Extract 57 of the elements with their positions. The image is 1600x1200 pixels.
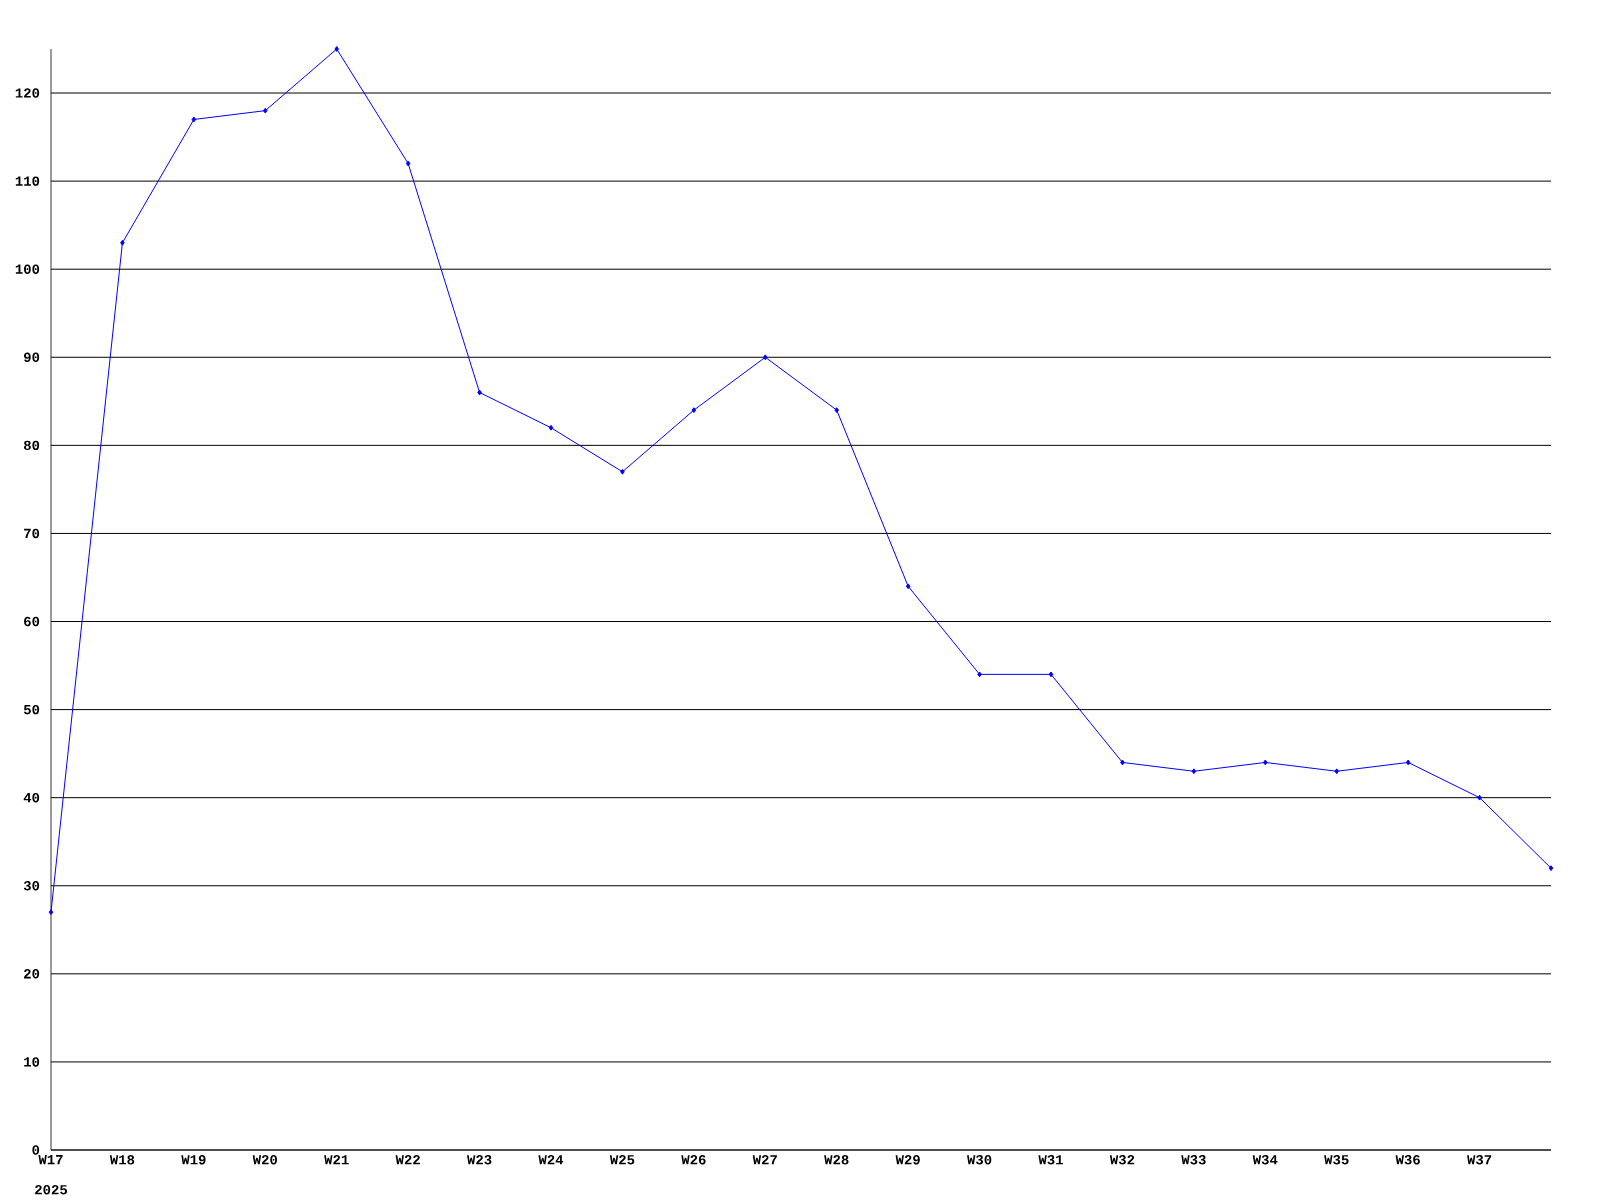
x-tick-label: W21	[324, 1155, 349, 1165]
x-tick-label: W30	[967, 1155, 992, 1165]
point	[1334, 768, 1340, 775]
y-tick-label: 70	[24, 528, 40, 539]
point	[48, 909, 54, 916]
y-tick-label: 50	[23, 704, 40, 715]
y-tick-label: 100	[15, 264, 40, 274]
point	[1048, 671, 1054, 678]
x-tick-label: W27	[752, 1155, 777, 1165]
x-tick-label: W36	[1395, 1155, 1420, 1165]
point	[1548, 865, 1554, 872]
point	[691, 407, 697, 414]
x-tick-label: W37	[1467, 1155, 1492, 1165]
text: 2025	[35, 1185, 68, 1195]
y-tick-label: 20	[24, 969, 40, 979]
x-tick-label: W23	[467, 1155, 492, 1165]
x-tick-label: W22	[395, 1155, 420, 1165]
y-tick-label: 40	[23, 792, 40, 803]
point	[1120, 759, 1125, 766]
point	[477, 389, 482, 396]
y-tick-label: 90	[24, 352, 40, 362]
x-tick-label: W17	[38, 1155, 63, 1165]
x-tick-label: W19	[181, 1155, 206, 1165]
point	[1191, 768, 1197, 775]
y-tick-label: 0	[32, 1145, 40, 1155]
point	[191, 116, 197, 123]
y-tick-label: 120	[15, 88, 40, 98]
y-tick-label: 80	[23, 440, 40, 451]
x-tick-label: W26	[681, 1155, 706, 1165]
x-tick-label: W35	[1324, 1155, 1349, 1165]
y-tick-label: 60	[24, 616, 40, 627]
y-tick-label: 30	[23, 881, 40, 891]
point	[405, 160, 411, 167]
point	[120, 239, 125, 246]
x-tick-label: W25	[609, 1155, 635, 1165]
point	[548, 424, 554, 431]
point	[834, 407, 840, 414]
x-tick-label: W24	[538, 1155, 564, 1165]
x-tick-label: W32	[1109, 1155, 1135, 1165]
point	[977, 671, 982, 678]
y-tick-label: 10	[24, 1057, 40, 1067]
point	[334, 46, 340, 52]
point	[620, 468, 625, 475]
x-tick-label: W20	[252, 1155, 278, 1165]
x-tick-label: W28	[824, 1155, 849, 1165]
y-tick-label: 110	[15, 176, 40, 186]
x-tick-label: W31	[1038, 1155, 1063, 1165]
x-tick-label: W34	[1252, 1155, 1278, 1165]
point	[1405, 759, 1411, 766]
x-tick-label: W29	[895, 1155, 920, 1165]
point	[763, 354, 768, 361]
point	[1477, 794, 1482, 801]
x-tick-label: W18	[109, 1155, 135, 1165]
x-tick-label: W33	[1181, 1155, 1206, 1165]
point	[1263, 759, 1268, 766]
point	[905, 583, 911, 590]
point	[262, 107, 268, 114]
